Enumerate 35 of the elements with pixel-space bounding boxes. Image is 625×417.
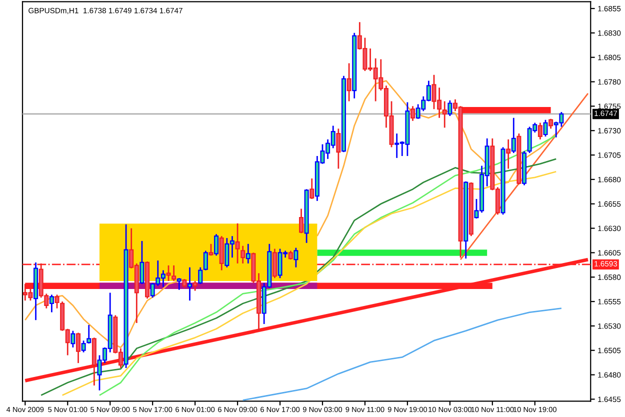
candlestick <box>49 294 54 313</box>
line-series <box>316 80 557 237</box>
candlestick <box>166 264 171 282</box>
line-series <box>242 308 562 401</box>
candlestick <box>294 247 298 268</box>
candlestick <box>208 243 214 256</box>
candlestick <box>506 138 511 170</box>
candlestick <box>81 340 86 354</box>
candlestick <box>76 332 81 364</box>
candlestick <box>214 233 219 256</box>
candlestick <box>235 222 240 264</box>
candlestick <box>511 117 516 154</box>
candlestick <box>176 277 182 290</box>
candlestick <box>140 240 144 285</box>
candlestick <box>538 122 542 140</box>
candlestick <box>548 118 554 130</box>
candlestick <box>410 105 416 122</box>
candlestick <box>272 248 277 279</box>
candlestick <box>336 128 341 170</box>
candlestick <box>86 324 92 344</box>
candlestick <box>448 100 452 117</box>
candlestick <box>240 245 246 264</box>
candlestick <box>442 100 447 128</box>
candlestick <box>299 208 304 234</box>
line-series <box>24 280 180 348</box>
candlestick <box>192 280 198 292</box>
candlestick <box>310 178 314 200</box>
candlestick <box>346 62 352 102</box>
candlestick <box>70 330 76 348</box>
candlestick <box>172 264 176 282</box>
candlestick <box>188 266 192 302</box>
candlestick <box>543 119 548 138</box>
candlestick <box>246 243 250 264</box>
candlestick <box>54 294 60 310</box>
line-series <box>98 134 557 396</box>
